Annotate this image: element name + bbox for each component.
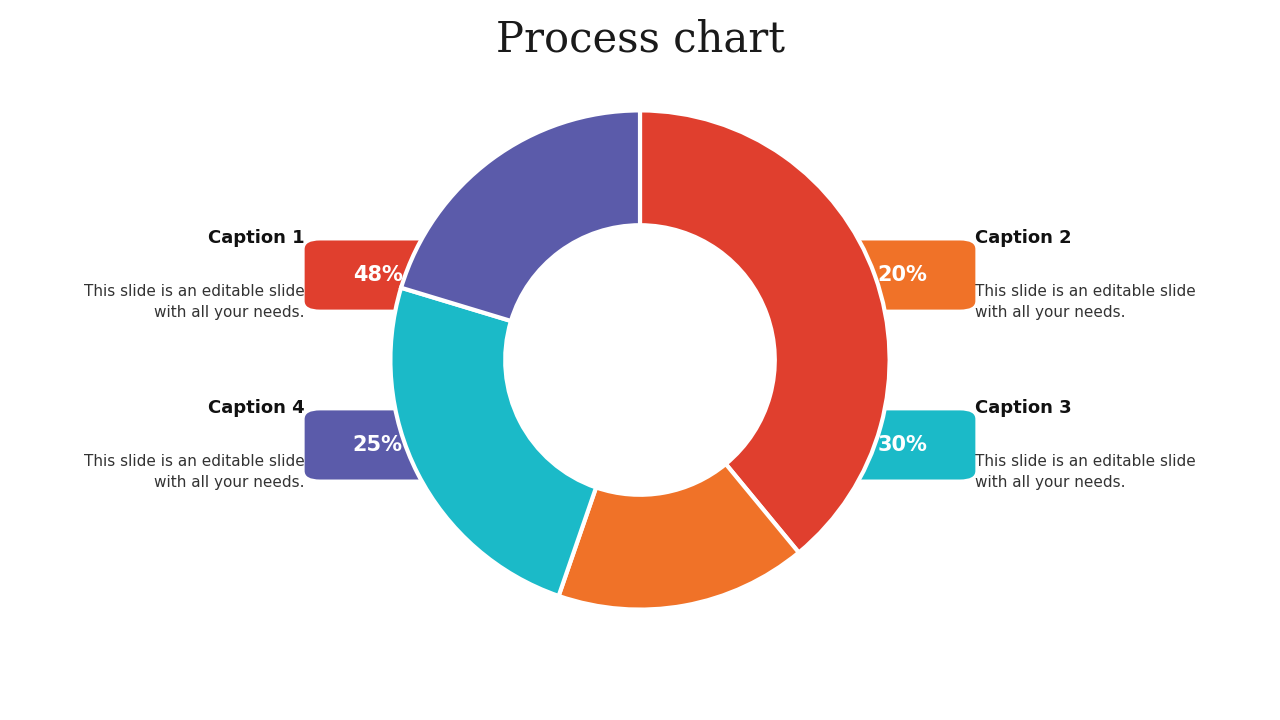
FancyBboxPatch shape [305,410,451,480]
Wedge shape [401,110,640,321]
Text: 30%: 30% [878,435,927,455]
Text: 48%: 48% [353,265,402,285]
Text: Caption 1: Caption 1 [209,228,305,246]
Text: Caption 3: Caption 3 [975,398,1071,416]
Text: This slide is an editable slide
with all your needs.: This slide is an editable slide with all… [84,284,305,320]
FancyBboxPatch shape [829,240,975,310]
Text: Caption 4: Caption 4 [209,398,305,416]
Text: Caption 2: Caption 2 [975,228,1071,246]
FancyBboxPatch shape [829,410,975,480]
Wedge shape [640,110,890,552]
Wedge shape [558,464,799,610]
Text: This slide is an editable slide
with all your needs.: This slide is an editable slide with all… [975,284,1196,320]
Text: 25%: 25% [352,435,403,455]
Text: This slide is an editable slide
with all your needs.: This slide is an editable slide with all… [975,454,1196,490]
Text: This slide is an editable slide
with all your needs.: This slide is an editable slide with all… [84,454,305,490]
FancyBboxPatch shape [305,240,451,310]
Text: Process chart: Process chart [495,19,785,60]
Wedge shape [390,288,596,596]
Text: 20%: 20% [878,265,927,285]
